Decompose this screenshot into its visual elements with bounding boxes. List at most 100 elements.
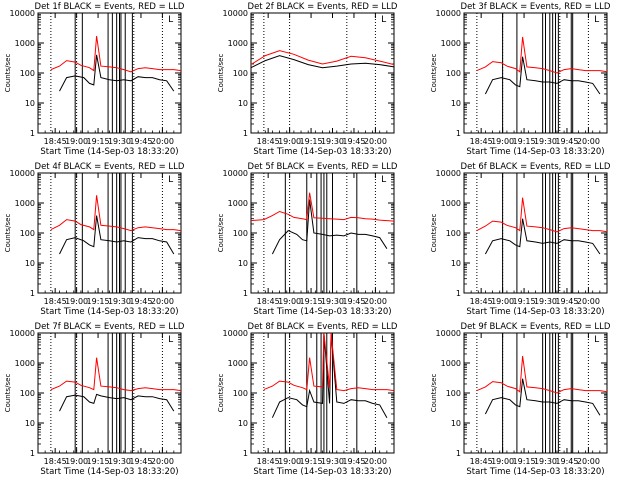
x-tick-label: 19:30 (108, 137, 131, 146)
y-tick-label: 100 (446, 69, 461, 78)
x-tick-label: 18:45 (257, 137, 280, 146)
chart-title: Det 5f BLACK = Events, RED = LLD (248, 162, 398, 172)
x-tick-label: 20:00 (151, 137, 174, 146)
y-tick-label: 10 (25, 259, 35, 268)
y-axis-label: Counts/sec (4, 214, 12, 253)
x-tick-label: 19:30 (108, 457, 131, 466)
y-tick-label: 10 (451, 259, 461, 268)
x-tick-label: 19:15 (87, 297, 110, 306)
plot-frame (463, 12, 608, 134)
y-tick-label: 100 (233, 389, 248, 398)
x-tick-label: 19:45 (129, 457, 152, 466)
chart-panel-5: Det 5f BLACK = Events, RED = LLD 1 10 100 10… (217, 162, 398, 317)
plot-frame (37, 332, 182, 454)
x-tick-label: 19:30 (321, 457, 344, 466)
series-line-events (271, 332, 388, 418)
series-line-lld (50, 195, 182, 232)
chart-title: Det 6f BLACK = Events, RED = LLD (461, 162, 611, 172)
y-tick-label: 10 (238, 99, 248, 108)
series-line-events (59, 393, 175, 412)
x-tick-label: 19:45 (555, 137, 578, 146)
x-tick-label: 20:00 (151, 297, 174, 306)
chart-panel-8: Det 8f BLACK = Events, RED = LLD 1 10 100 10… (217, 322, 398, 477)
series-line-lld (250, 192, 395, 222)
y-tick-label: 10000 (223, 9, 248, 18)
y-tick-label: 10000 (436, 329, 461, 338)
series-line-events (250, 55, 395, 69)
x-tick-label: 20:00 (364, 137, 387, 146)
x-tick-label: 19:15 (300, 137, 323, 146)
x-axis-label: Start Time (14-Sep-03 18:33:20) (466, 307, 604, 317)
legend-mark: L (168, 335, 173, 345)
chart-panel-3: Det 3f BLACK = Events, RED = LLD 1 10 100 10… (430, 2, 611, 157)
legend-mark: L (594, 15, 599, 25)
x-axis-label: Start Time (14-Sep-03 18:33:20) (253, 307, 391, 317)
x-axis-label: Start Time (14-Sep-03 18:33:20) (466, 147, 604, 157)
y-tick-label: 10 (238, 259, 248, 268)
chart-panel-4: Det 4f BLACK = Events, RED = LLD 1 10 100 10… (4, 162, 185, 317)
chart-panel-6: Det 6f BLACK = Events, RED = LLD 1 10 100 10… (430, 162, 611, 317)
x-tick-label: 18:45 (470, 137, 493, 146)
series-line-events (484, 378, 601, 416)
x-tick-label: 19:45 (342, 297, 365, 306)
plot-frame (37, 172, 182, 294)
y-tick-label: 100 (233, 69, 248, 78)
x-tick-label: 20:00 (151, 457, 174, 466)
y-tick-label: 1000 (441, 359, 461, 368)
x-tick-label: 19:15 (513, 137, 536, 146)
legend-mark: L (168, 15, 173, 25)
y-tick-label: 1000 (228, 39, 248, 48)
plot-frame (463, 332, 608, 454)
y-axis-label: Counts/sec (430, 54, 438, 93)
y-tick-label: 10 (451, 99, 461, 108)
legend-mark: L (381, 335, 386, 345)
chart-panel-7: Det 7f BLACK = Events, RED = LLD 1 10 100 10… (4, 322, 185, 477)
y-tick-label: 1 (456, 289, 461, 298)
x-tick-label: 19:30 (108, 297, 131, 306)
x-tick-label: 19:30 (534, 137, 557, 146)
y-tick-label: 1 (456, 129, 461, 138)
y-axis-label: Counts/sec (4, 374, 12, 413)
x-tick-label: 20:00 (577, 457, 600, 466)
series-line-lld (476, 36, 608, 74)
legend-mark: L (594, 335, 599, 345)
x-tick-label: 19:00 (278, 297, 301, 306)
x-tick-label: 19:30 (321, 297, 344, 306)
y-tick-label: 1000 (15, 359, 35, 368)
x-axis-label: Start Time (14-Sep-03 18:33:20) (253, 147, 391, 157)
x-tick-label: 18:45 (470, 297, 493, 306)
x-tick-label: 20:00 (577, 137, 600, 146)
y-tick-label: 10 (238, 419, 248, 428)
x-axis-label: Start Time (14-Sep-03 18:33:20) (40, 147, 178, 157)
x-tick-label: 19:15 (300, 297, 323, 306)
series-line-lld (50, 357, 182, 392)
legend-mark: L (594, 175, 599, 185)
series-line-events (484, 56, 601, 95)
x-tick-label: 19:00 (278, 137, 301, 146)
chart-title: Det 4f BLACK = Events, RED = LLD (35, 162, 185, 172)
y-tick-label: 1000 (441, 199, 461, 208)
y-tick-label: 10 (25, 419, 35, 428)
legend-mark: L (168, 175, 173, 185)
plot-frame (250, 172, 395, 294)
plot-frame (250, 12, 395, 134)
y-tick-label: 10000 (10, 169, 35, 178)
y-tick-label: 100 (20, 69, 35, 78)
y-axis-label: Counts/sec (217, 374, 225, 413)
chart-panel-9: Det 9f BLACK = Events, RED = LLD 1 10 100 10… (430, 322, 611, 477)
y-tick-label: 10000 (10, 9, 35, 18)
x-tick-label: 19:15 (87, 457, 110, 466)
x-tick-label: 20:00 (364, 297, 387, 306)
y-axis-label: Counts/sec (217, 214, 225, 253)
x-tick-label: 19:00 (65, 297, 88, 306)
x-tick-label: 19:30 (534, 457, 557, 466)
chart-title: Det 1f BLACK = Events, RED = LLD (35, 2, 185, 12)
x-tick-label: 19:30 (321, 137, 344, 146)
y-axis-label: Counts/sec (430, 214, 438, 253)
x-tick-label: 19:45 (342, 457, 365, 466)
chart-title: Det 8f BLACK = Events, RED = LLD (248, 322, 398, 332)
y-tick-label: 10000 (10, 329, 35, 338)
y-tick-label: 1000 (441, 39, 461, 48)
x-tick-label: 19:45 (342, 137, 365, 146)
